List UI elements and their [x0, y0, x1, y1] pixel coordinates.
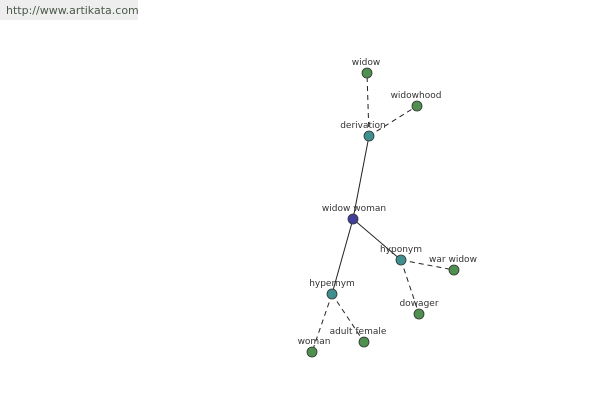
labels: widow woman derivation widow widowhood h… [298, 58, 477, 347]
node-label[interactable]: hyponym [380, 245, 422, 255]
node[interactable] [326, 288, 338, 300]
edge [331, 293, 365, 343]
node-label[interactable]: war widow [429, 255, 477, 265]
edge [368, 105, 418, 137]
nodes [306, 67, 460, 358]
edges [311, 72, 455, 353]
node-label[interactable]: derivation [340, 121, 386, 131]
node[interactable] [448, 264, 460, 276]
edge [352, 135, 370, 220]
node[interactable] [411, 100, 423, 112]
node[interactable] [413, 308, 425, 320]
node-label[interactable]: widowhood [391, 91, 442, 101]
node-label[interactable]: woman [298, 337, 331, 347]
site-url[interactable]: http://www.artikata.com [6, 4, 139, 17]
edge [311, 293, 333, 353]
node-label[interactable]: hypernym [309, 279, 355, 289]
node-label[interactable]: adult female [330, 327, 387, 337]
edge [352, 218, 402, 261]
edge [400, 259, 420, 315]
node[interactable] [363, 130, 375, 142]
node[interactable] [361, 67, 373, 79]
node[interactable] [358, 336, 370, 348]
edge [331, 218, 354, 295]
node[interactable] [306, 346, 318, 358]
node-label[interactable]: widow [352, 58, 380, 68]
node-label[interactable]: widow woman [322, 204, 386, 214]
node[interactable] [347, 213, 359, 225]
edge [366, 72, 370, 137]
header-bar: http://www.artikata.com [0, 0, 139, 20]
node[interactable] [395, 254, 407, 266]
node-label[interactable]: dowager [399, 299, 438, 309]
